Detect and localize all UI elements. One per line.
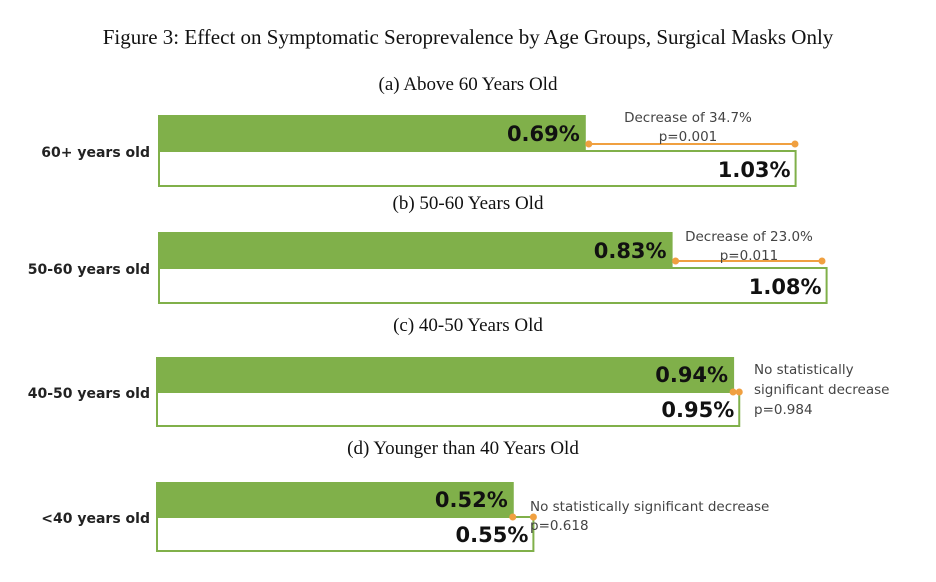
category-label: <40 years old [41, 511, 150, 527]
panel-title: (b) 50-60 Years Old [393, 193, 544, 214]
difference-dot-left [509, 513, 517, 521]
figure-title: Figure 3: Effect on Symptomatic Seroprev… [103, 25, 834, 49]
difference-dot-right [791, 140, 799, 148]
panel-title: (c) 40-50 Years Old [393, 315, 543, 336]
difference-dot-left [672, 257, 680, 265]
difference-dot-right [529, 513, 537, 521]
control-bar [158, 150, 797, 187]
panel-title: (d) Younger than 40 Years Old [347, 438, 579, 459]
annotation-text: Decrease of 23.0% [685, 229, 813, 245]
annotation-text: Decrease of 34.7% [624, 110, 752, 126]
treatment-bar [158, 232, 673, 268]
control-bar [156, 516, 535, 552]
difference-dot-right [818, 257, 826, 265]
difference-dot-right [735, 388, 743, 396]
annotation-text: No statistically [754, 362, 854, 378]
panel-2: (b) 50-60 Years Old 50-60 years old 0.83% 1… [28, 193, 828, 304]
panel-1: (a) Above 60 Years Old 60+ years old 0.69%… [41, 74, 799, 187]
annotation-text: significant decrease [754, 382, 889, 398]
annotation-text: No statistically significant decrease [530, 499, 769, 515]
panels: (a) Above 60 Years Old 60+ years old 0.69%… [28, 74, 889, 552]
category-label: 50-60 years old [28, 262, 150, 278]
difference-dot-left [729, 388, 737, 396]
category-label: 60+ years old [41, 145, 150, 161]
difference-dot-left [585, 140, 593, 148]
panel-title: (a) Above 60 Years Old [379, 74, 558, 95]
control-bar [156, 391, 741, 427]
control-bar [158, 267, 828, 304]
treatment-value-label: 0.83% [594, 239, 667, 263]
treatment-value-label: 0.52% [435, 488, 508, 512]
treatment-bar [156, 482, 514, 517]
control-value-label: 1.03% [718, 158, 791, 182]
category-label: 40-50 years old [28, 386, 150, 402]
treatment-bar [156, 357, 735, 392]
annotation-text: p=0.001 [659, 129, 718, 145]
control-value-label: 0.95% [661, 398, 734, 422]
treatment-value-label: 0.69% [507, 122, 580, 146]
annotation-text: p=0.011 [720, 248, 779, 264]
annotation-text: p=0.618 [530, 518, 589, 534]
treatment-bar [158, 115, 586, 151]
control-value-label: 0.55% [456, 523, 529, 547]
annotation-text: p=0.984 [754, 402, 813, 418]
panel-4: (d) Younger than 40 Years Old <40 years o… [41, 438, 769, 552]
panel-3: (c) 40-50 Years Old 40-50 years old 0.94% 0… [28, 315, 889, 427]
control-value-label: 1.08% [749, 275, 822, 299]
treatment-value-label: 0.94% [655, 363, 728, 387]
